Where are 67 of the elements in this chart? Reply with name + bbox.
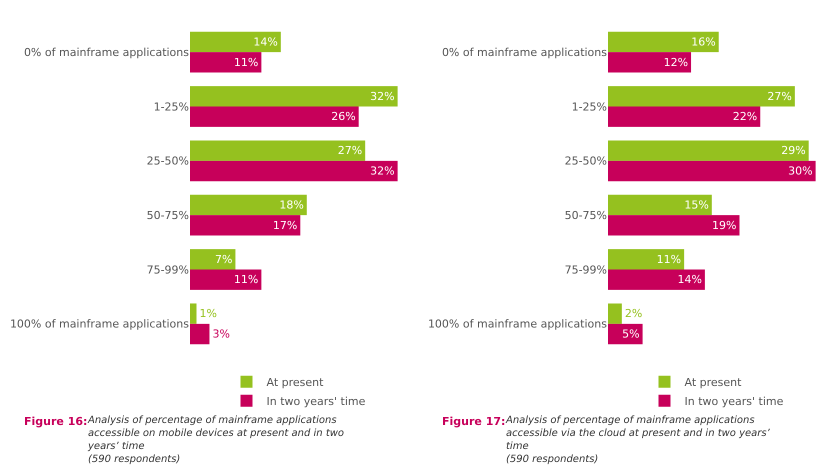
bar — [190, 32, 281, 52]
y-tick-label: 50-75% — [146, 209, 189, 222]
y-tick-label: 100% of mainframe applications — [10, 318, 190, 331]
caption: Figure 16: — [24, 415, 88, 428]
data-label: 2% — [624, 307, 642, 320]
data-label: 17% — [272, 218, 298, 232]
y-tick-label: 50-75% — [564, 209, 607, 222]
bar — [608, 249, 684, 270]
bar — [608, 140, 809, 161]
bar — [608, 106, 760, 127]
bar — [608, 160, 816, 182]
data-label: 5% — [622, 328, 640, 341]
bar — [190, 160, 398, 182]
data-label: 16% — [691, 35, 716, 48]
bar — [190, 194, 307, 216]
data-label: 1% — [199, 307, 217, 320]
data-label: 27% — [338, 144, 362, 158]
caption: Figure 17: — [442, 415, 506, 428]
bar — [190, 303, 196, 324]
legend-label: In two years' time — [266, 395, 366, 408]
y-tick-label: 0% of mainframe applications — [442, 46, 608, 60]
data-label: 22% — [732, 110, 758, 124]
data-label: 15% — [684, 198, 709, 212]
y-tick-label: 75-99% — [146, 263, 189, 276]
data-label: 11% — [656, 252, 682, 266]
bar — [190, 140, 366, 161]
data-label: 12% — [664, 56, 688, 69]
bar — [608, 270, 705, 290]
y-tick-label: 25-50% — [146, 154, 189, 168]
y-tick-label: 1-25% — [572, 100, 607, 114]
bar — [608, 194, 712, 216]
bar — [190, 106, 359, 127]
bar — [190, 324, 210, 344]
bar — [190, 215, 300, 236]
legend-label: At present — [684, 376, 742, 390]
data-label: 14% — [253, 35, 278, 48]
text: Analysis of percentage of mainframe applications accessible on mobile devices at present and in two years’ time (590 respondents) — [87, 415, 344, 465]
data-label: 29% — [781, 144, 806, 158]
data-label: 26% — [331, 110, 356, 124]
data-label: 7% — [214, 252, 232, 266]
text: Analysis of percentage of mainframe applications accessible via the cloud at present and in two years’ time (590 respondents) — [505, 415, 771, 465]
bar — [608, 303, 622, 324]
data-label: 3% — [212, 328, 230, 341]
data-label: 32% — [370, 90, 395, 103]
bar — [608, 32, 719, 52]
bar — [190, 52, 262, 73]
data-label: 11% — [234, 56, 258, 69]
data-label: 14% — [677, 273, 702, 286]
y-tick-label: 75-99% — [564, 263, 607, 276]
bar — [608, 52, 692, 73]
y-tick-label: 25-50% — [564, 154, 607, 168]
data-label: 32% — [370, 164, 395, 178]
bar — [608, 215, 740, 236]
y-tick-label: 1-25% — [154, 100, 189, 114]
data-label: 18% — [279, 198, 304, 212]
data-label: 27% — [767, 90, 792, 103]
bar — [190, 86, 398, 106]
bar — [190, 270, 262, 290]
legend-label: In two years' time — [684, 395, 784, 408]
y-tick-label: 0% of mainframe applications — [24, 46, 190, 60]
data-label: 19% — [712, 218, 736, 232]
y-tick-label: 100% of mainframe applications — [428, 318, 608, 331]
data-label: 30% — [788, 164, 813, 178]
bar — [190, 249, 236, 270]
data-label: 11% — [234, 273, 258, 286]
legend-label: At present — [266, 376, 324, 390]
bar — [608, 86, 795, 106]
